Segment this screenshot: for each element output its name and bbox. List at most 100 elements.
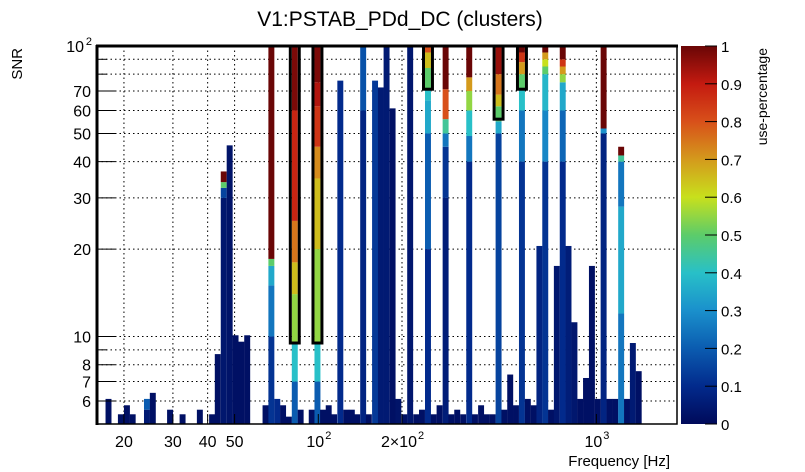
- x-tick-label: 2×10: [381, 434, 417, 451]
- x-tick-label: 40: [199, 434, 217, 451]
- bin-segment: [542, 110, 549, 162]
- bin: [501, 409, 508, 424]
- bin-segment: [518, 161, 525, 424]
- bin-segment: [495, 46, 502, 75]
- bin-segment: [600, 128, 607, 134]
- bin-segment: [209, 414, 216, 424]
- bin-segment: [220, 171, 227, 183]
- bin-segment: [466, 136, 473, 162]
- bin-segment: [297, 409, 304, 424]
- bin: [314, 46, 321, 424]
- bin: [143, 398, 150, 424]
- bin-segment: [365, 414, 372, 424]
- bin-segment: [542, 52, 549, 60]
- bin: [518, 46, 525, 424]
- bin-segment: [425, 52, 431, 68]
- bin-segment: [354, 414, 361, 424]
- bin: [624, 398, 630, 424]
- bin-segment: [167, 409, 174, 424]
- colorbar-tick-label: 0.6: [721, 190, 742, 207]
- bin-segment: [559, 66, 566, 75]
- bin-segment: [430, 414, 437, 424]
- bin: [105, 398, 112, 424]
- colorbar-tick-label: 0.3: [721, 304, 742, 321]
- bin-segment: [478, 405, 485, 424]
- bin-segment: [360, 46, 367, 111]
- bin: [553, 265, 560, 424]
- bin: [320, 409, 327, 424]
- y-tick-label: 40: [73, 155, 91, 172]
- bin-segment: [624, 398, 630, 424]
- colorbar-tick-label: 0: [721, 417, 729, 434]
- colorbar-tick-label: 0.2: [721, 341, 742, 358]
- bin-segment: [518, 89, 525, 111]
- bin-segment: [518, 52, 525, 63]
- bin-segment: [314, 106, 321, 147]
- bin: [285, 416, 292, 424]
- colorbar-tick-label: 0.1: [721, 379, 742, 396]
- bin-segment: [360, 110, 367, 424]
- bin-segment: [196, 409, 203, 424]
- bin: [507, 374, 514, 424]
- bin: [179, 414, 186, 424]
- bin-segment: [331, 414, 338, 424]
- bin-segment: [291, 110, 298, 221]
- bin: [413, 414, 420, 424]
- bin: [117, 414, 124, 424]
- bin: [442, 46, 449, 424]
- bin: [331, 414, 338, 424]
- bin-segment: [612, 398, 619, 424]
- bin-segment: [238, 341, 245, 424]
- x-tick-exponent: 2: [325, 430, 331, 442]
- bin: [214, 354, 221, 424]
- bin: [209, 414, 216, 424]
- bin-segment: [472, 414, 478, 424]
- bin-segment: [436, 405, 443, 424]
- bin: [123, 405, 130, 424]
- colorbar-tick-label: 0.5: [721, 228, 742, 245]
- bin: [354, 414, 361, 424]
- bin-segment: [268, 336, 275, 424]
- bin-segment: [588, 265, 595, 424]
- bin: [238, 341, 245, 424]
- x-tick-exponent: 3: [603, 430, 609, 442]
- bin-segment: [542, 66, 549, 75]
- bin: [365, 414, 372, 424]
- bin: [274, 398, 281, 424]
- bin-segment: [495, 106, 502, 122]
- bin: [129, 414, 136, 424]
- bin-segment: [105, 398, 112, 424]
- bin-segment: [262, 405, 269, 424]
- bin-segment: [377, 87, 384, 425]
- y-tick-label: 20: [73, 242, 91, 259]
- bin-segment: [559, 110, 566, 162]
- bin-segment: [635, 371, 642, 424]
- bin: [430, 414, 437, 424]
- bin: [588, 265, 595, 424]
- bin-segment: [325, 405, 332, 424]
- bin-segment: [460, 414, 467, 424]
- bin-segment: [220, 182, 227, 188]
- bin: [436, 405, 443, 424]
- bin-segment: [337, 80, 344, 425]
- bin-segment: [518, 46, 525, 53]
- bin-segment: [559, 59, 566, 67]
- bin: [565, 245, 572, 424]
- bin-segment: [143, 409, 150, 424]
- bin-segment: [442, 119, 449, 134]
- y-tick-label: 60: [73, 103, 91, 120]
- bin-segment: [129, 414, 136, 424]
- colorbar-tick-label: 0.8: [721, 115, 742, 132]
- bin-segment: [179, 414, 186, 424]
- bin-segment: [285, 416, 292, 424]
- bin-segment: [308, 409, 315, 424]
- bin: [343, 409, 350, 424]
- bin-segment: [518, 74, 525, 90]
- x-tick-label: 20: [115, 434, 133, 451]
- bin: [495, 46, 502, 424]
- bin-segment: [442, 197, 449, 424]
- bin: [372, 80, 379, 425]
- bin-segment: [618, 206, 625, 314]
- bin-segment: [425, 67, 431, 90]
